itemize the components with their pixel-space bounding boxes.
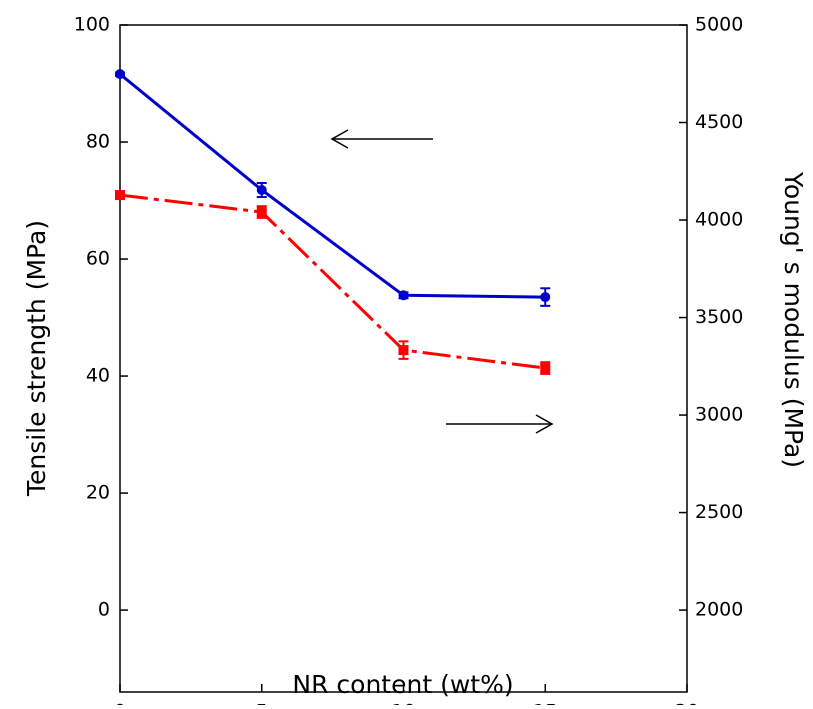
marker xyxy=(398,345,409,356)
y-tick-label: 20 xyxy=(86,482,110,504)
x-tick-label: 20 xyxy=(675,701,699,706)
y2-tick-label: 4000 xyxy=(695,209,743,231)
right-arrow xyxy=(446,414,554,434)
x-tick-label: 10 xyxy=(391,701,415,706)
x-tick-label: 15 xyxy=(533,701,557,706)
marker xyxy=(115,190,125,201)
y-tick-label: 0 xyxy=(98,599,110,621)
x-tick-label: 0 xyxy=(114,701,126,706)
x-tick-label: 5 xyxy=(256,701,268,706)
series-line xyxy=(119,72,546,299)
y2-axis-label: Young' s modulus (MPa) xyxy=(779,171,808,468)
y2-tick-label: 2000 xyxy=(695,599,743,621)
y2-tick-label: 3000 xyxy=(695,404,743,426)
marker xyxy=(115,69,125,80)
y2-tick-label: 5000 xyxy=(695,14,743,36)
y-tick-label: 40 xyxy=(86,365,110,387)
y-tick-label: 60 xyxy=(86,248,110,270)
marker xyxy=(256,184,267,195)
y-tick-label: 100 xyxy=(74,14,110,36)
y2-tick-label: 4500 xyxy=(695,111,743,133)
marker xyxy=(540,363,551,374)
y2-tick-label: 3500 xyxy=(695,306,743,328)
series-line xyxy=(119,193,546,370)
marker xyxy=(398,290,409,301)
marker xyxy=(256,207,267,218)
y-tick-label: 80 xyxy=(86,131,110,153)
left-arrow xyxy=(330,129,433,149)
y2-tick-label: 2500 xyxy=(695,501,743,523)
y-axis-label: Tensile strength (MPa) xyxy=(22,220,51,497)
marker xyxy=(540,292,551,303)
